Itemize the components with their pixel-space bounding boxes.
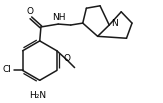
Text: NH: NH [52, 13, 66, 22]
Text: H₂N: H₂N [29, 91, 46, 100]
Text: N: N [111, 19, 117, 28]
Text: Cl: Cl [3, 66, 12, 74]
Text: O: O [63, 54, 70, 63]
Text: O: O [26, 7, 33, 16]
